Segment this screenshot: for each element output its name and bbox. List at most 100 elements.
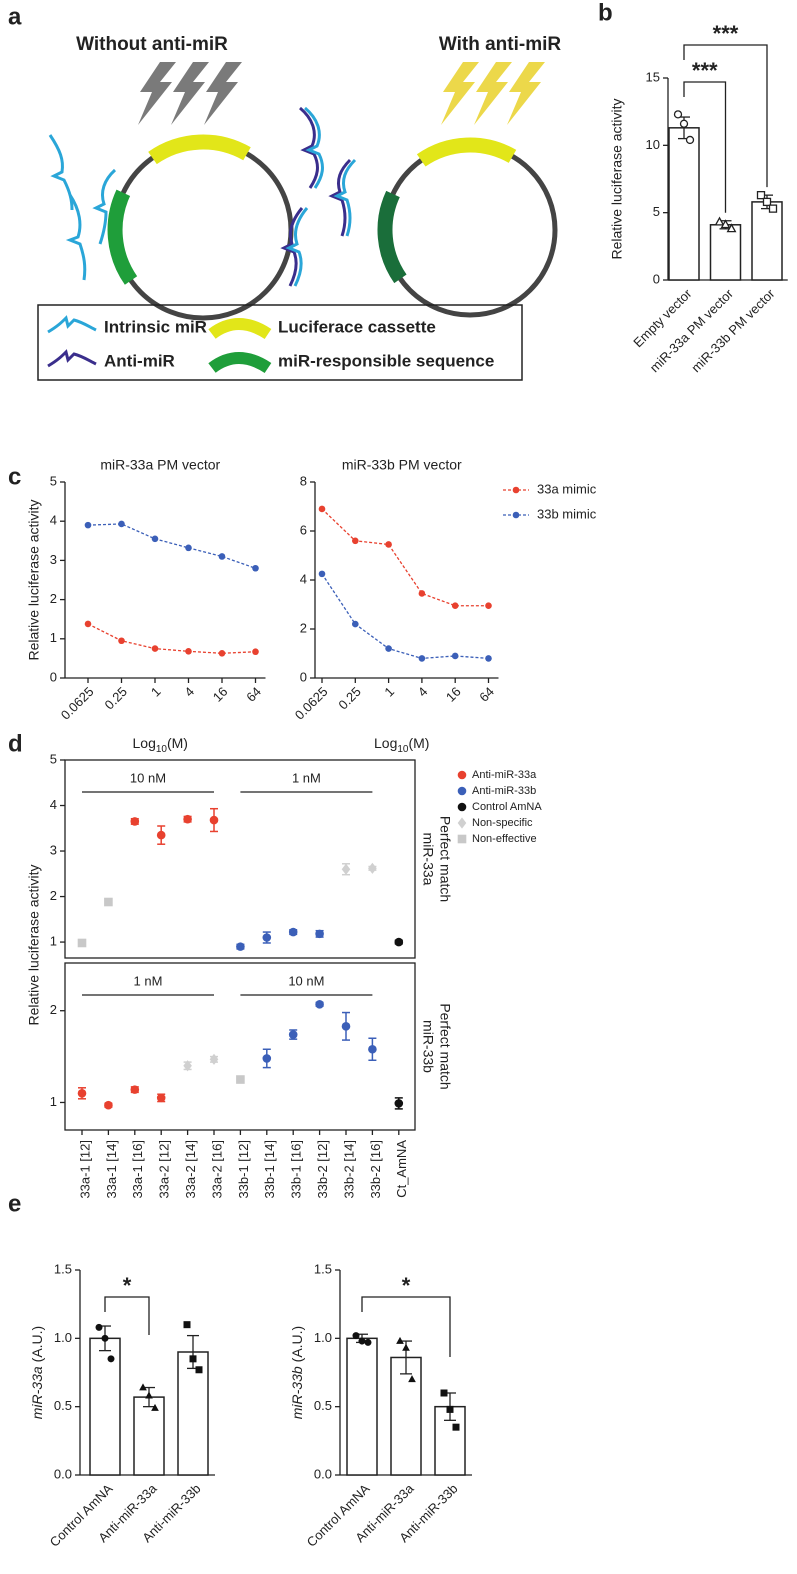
x-tick-label: 16 (443, 684, 464, 705)
y-tick-label: 0.5 (54, 1398, 72, 1413)
y-tick-label: 1 (50, 934, 57, 949)
y-tick-label: 3 (50, 552, 57, 567)
series-line (87, 623, 256, 654)
x-tick-label: 0.25 (335, 684, 364, 713)
data-point (262, 1054, 272, 1063)
data-point (485, 655, 492, 662)
data-point (368, 1044, 377, 1054)
y-axis-label: Relative luciferase activity (26, 864, 42, 1025)
x-tick-label: 33a-1 [14] (104, 1140, 119, 1199)
data-point (726, 223, 737, 233)
data-point (139, 1383, 147, 1391)
y-axis-label: miR-33b (A.U.) (289, 1326, 305, 1419)
x-tick-label: 0.25 (102, 684, 131, 713)
panel-frame (64, 962, 416, 1131)
legend-box (37, 304, 523, 381)
dose-label: 1 nM (292, 770, 321, 785)
diagram-title: Without anti-miR (76, 34, 228, 55)
data-point (252, 648, 259, 656)
x-tick-label: Ct_AmNA (394, 1140, 409, 1198)
mir-responsible-sequence (107, 189, 138, 285)
data-point (183, 814, 192, 824)
x-tick-label: 4 (181, 684, 197, 700)
data-point (151, 645, 159, 652)
y-tick-label: 4 (50, 513, 57, 528)
legend-icon (208, 352, 272, 374)
diagram-title: With anti-miR (439, 34, 562, 55)
bar (177, 1351, 209, 1476)
data-point (368, 862, 377, 874)
data-point (130, 1085, 140, 1094)
y-tick-label: 10 (646, 137, 660, 152)
significance-bracket (361, 1296, 451, 1357)
x-axis-label-base: Log (374, 735, 397, 751)
data-point (418, 590, 426, 597)
x-tick-label: 64 (476, 684, 497, 705)
legend-label: Luciferace cassette (278, 317, 436, 336)
intrinsic-mir (48, 134, 117, 281)
panel-label: c (8, 463, 21, 490)
x-axis-label: Log10(M) (374, 735, 429, 755)
legend-marker (457, 834, 467, 844)
data-point (183, 1060, 192, 1072)
y-tick-label: 8 (300, 473, 307, 488)
data-point (156, 830, 166, 840)
bar (390, 1356, 422, 1476)
x-tick-label: 33b-1 [14] (262, 1140, 277, 1199)
anti-mir-pairs (280, 106, 357, 287)
data-point (485, 602, 492, 610)
x-tick-label: 4 (415, 684, 431, 700)
data-point (151, 535, 159, 543)
data-point (352, 620, 359, 628)
data-point (364, 1338, 372, 1346)
y-tick-label: 1 (50, 630, 57, 645)
y-tick-label: 1.5 (314, 1261, 332, 1276)
legend-marker (457, 786, 467, 796)
side-label: Perfect match (437, 816, 453, 902)
x-tick-label: 33b-1 [12] (236, 1140, 251, 1199)
data-point (95, 1323, 103, 1331)
legend-label: Control AmNA (472, 801, 542, 813)
y-tick-label: 5 (50, 473, 57, 488)
y-tick-label: 0 (653, 271, 660, 286)
luciferase-cassette (416, 137, 517, 167)
data-point (358, 1337, 366, 1345)
legend-label: Anti-miR-33b (472, 785, 536, 797)
luciferase-cassette (148, 134, 251, 165)
data-point (77, 938, 87, 948)
data-point (679, 119, 689, 128)
data-point (768, 204, 778, 213)
panel-frame (64, 759, 416, 959)
bar (668, 127, 700, 281)
x-tick-label: 33a-2 [12] (157, 1140, 172, 1199)
data-point (209, 1053, 219, 1065)
chart-title: miR-33b PM vector (342, 457, 462, 473)
panel-label: a (8, 3, 22, 30)
x-tick-label: 0.0625 (292, 684, 331, 723)
data-point (315, 999, 324, 1009)
panel-label: d (8, 730, 23, 757)
x-axis-label: Log10(M) (133, 735, 188, 755)
plasmid (382, 142, 558, 318)
mir-responsible-sequence (377, 190, 407, 284)
bar (133, 1396, 165, 1476)
data-point (195, 1366, 203, 1374)
data-point (452, 1423, 460, 1431)
diagram: Without anti-miR With anti-miR (37, 34, 562, 381)
data-point (185, 648, 192, 655)
x-tick-label: 64 (243, 684, 264, 705)
legend-icon (208, 318, 272, 340)
y-axis-label-unit: (A.U.) (29, 1326, 45, 1363)
x-axis-label-base: Log (133, 735, 156, 751)
data-point (440, 1389, 448, 1397)
data-point (189, 1355, 197, 1363)
data-point (756, 191, 766, 200)
data-point (118, 520, 125, 528)
y-tick-label: 0.0 (314, 1466, 332, 1481)
series-line (321, 508, 489, 607)
y-tick-label: 5 (653, 204, 660, 219)
panel-label: b (598, 0, 613, 26)
data-point (252, 564, 259, 572)
